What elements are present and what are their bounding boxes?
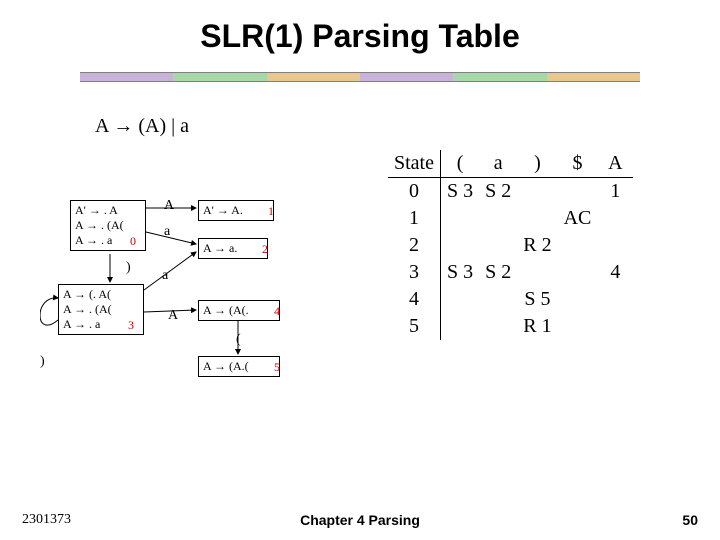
cell: S 2 — [479, 259, 517, 286]
cell: 4 — [388, 286, 441, 313]
cell — [479, 232, 517, 259]
table-row: 3 S 3 S 2 4 — [388, 259, 633, 286]
item-line: A' → A. — [203, 203, 269, 218]
cell — [479, 205, 517, 232]
item-line: A → a. — [203, 241, 263, 256]
cell — [597, 313, 633, 340]
cell: S 5 — [517, 286, 557, 313]
cell: R 2 — [517, 232, 557, 259]
col-lparen: ( — [441, 150, 480, 178]
cell: S 2 — [479, 178, 517, 206]
edge-label: ) — [126, 260, 131, 276]
cell — [441, 286, 480, 313]
item-line: A → (. A( — [63, 287, 139, 302]
cell — [558, 313, 598, 340]
item-set-diagram: A' → . A A → . (A( A → . a 0 A' → A. 1 A… — [40, 180, 380, 440]
grammar-rule: A → (A) | a — [95, 115, 189, 138]
state-3-index: 3 — [128, 318, 134, 333]
cell — [441, 205, 480, 232]
edge-label: ( — [236, 332, 241, 348]
cell — [558, 232, 598, 259]
state-2-index: 2 — [262, 242, 268, 257]
table-row: 1 AC — [388, 205, 633, 232]
state-2-box: A → a. — [198, 238, 268, 259]
table-header-row: State ( a ) $ A — [388, 150, 633, 178]
edge-label: a — [164, 224, 170, 240]
cell: 4 — [597, 259, 633, 286]
edge-label: A — [168, 308, 178, 324]
item-line: A → (A.( — [203, 359, 275, 374]
cell: S 3 — [441, 259, 480, 286]
cell — [517, 205, 557, 232]
item-line: A → . (A( — [75, 218, 141, 233]
state-4-box: A → (A(. — [198, 300, 280, 321]
col-rparen: ) — [517, 150, 557, 178]
state-0-index: 0 — [130, 234, 136, 249]
state-5-index: 5 — [274, 360, 280, 375]
cell: R 1 — [517, 313, 557, 340]
table-row: 4 S 5 — [388, 286, 633, 313]
cell: S 3 — [441, 178, 480, 206]
footer-page-number: 50 — [682, 512, 698, 528]
cell — [558, 259, 598, 286]
col-a: a — [479, 150, 517, 178]
footer-chapter: Chapter 4 Parsing — [300, 512, 420, 528]
col-state: State — [388, 150, 441, 178]
state-4-index: 4 — [274, 304, 280, 319]
edge-label: a — [162, 268, 168, 284]
cell — [558, 286, 598, 313]
cell — [517, 178, 557, 206]
cell: 1 — [597, 178, 633, 206]
item-line: A' → . A — [75, 203, 141, 218]
cell: AC — [558, 205, 598, 232]
col-dollar: $ — [558, 150, 598, 178]
cell — [479, 313, 517, 340]
page-title: SLR(1) Parsing Table — [0, 0, 720, 55]
edge-label: ) — [40, 354, 45, 370]
cell — [479, 286, 517, 313]
state-5-box: A → (A.( — [198, 356, 280, 377]
table-row: 5 R 1 — [388, 313, 633, 340]
parsing-table: State ( a ) $ A 0 S 3 S 2 1 1 AC 2 — [388, 150, 633, 340]
edge-label: A — [164, 198, 174, 214]
item-line: A → (A(. — [203, 303, 275, 318]
table-row: 2 R 2 — [388, 232, 633, 259]
cell: 0 — [388, 178, 441, 206]
title-decoration — [80, 72, 640, 82]
footer-course-id: 2301373 — [22, 512, 71, 528]
state-1-index: 1 — [268, 204, 274, 219]
cell: 5 — [388, 313, 441, 340]
cell — [517, 259, 557, 286]
cell — [558, 178, 598, 206]
state-1-box: A' → A. — [198, 200, 274, 221]
item-line: A → . (A( — [63, 302, 139, 317]
cell: 1 — [388, 205, 441, 232]
table-body: 0 S 3 S 2 1 1 AC 2 R 2 3 S 3 S 2 — [388, 178, 633, 341]
cell — [441, 313, 480, 340]
cell — [597, 286, 633, 313]
col-A: A — [597, 150, 633, 178]
cell — [441, 232, 480, 259]
cell: 2 — [388, 232, 441, 259]
table-row: 0 S 3 S 2 1 — [388, 178, 633, 206]
cell: 3 — [388, 259, 441, 286]
cell — [597, 232, 633, 259]
cell — [597, 205, 633, 232]
